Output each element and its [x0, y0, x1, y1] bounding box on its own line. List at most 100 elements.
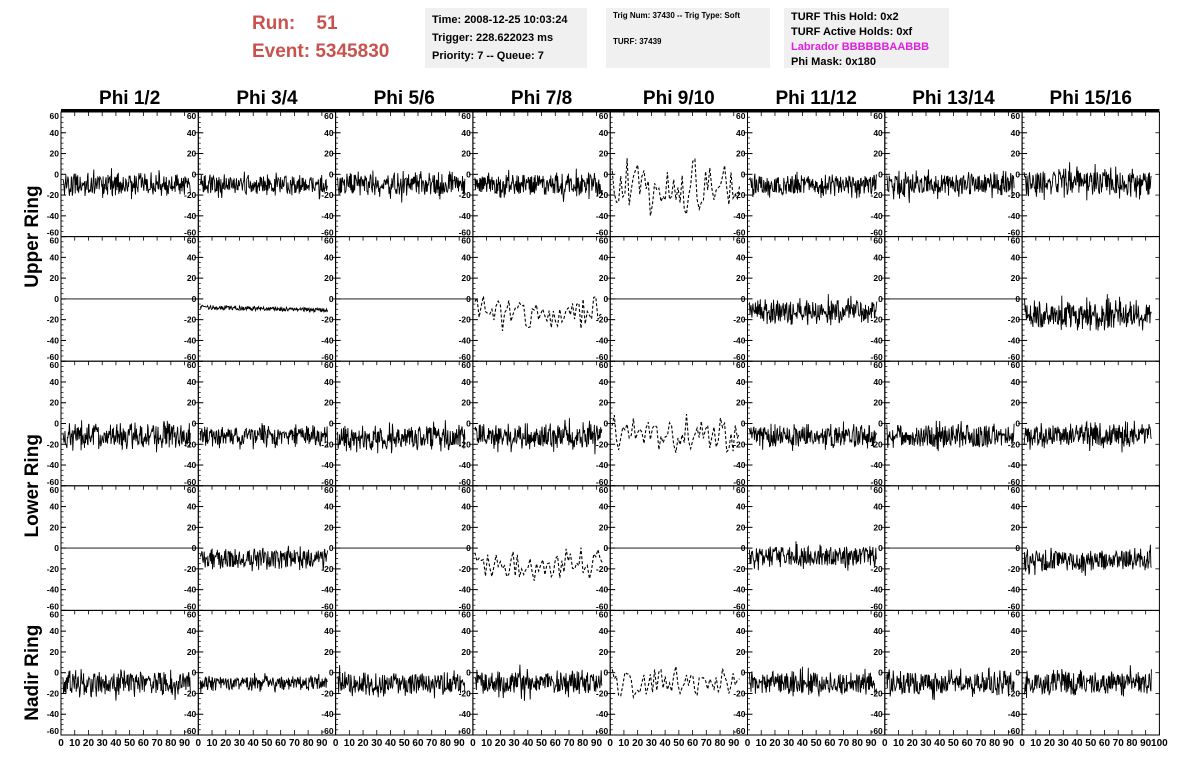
- panel-r3-c4-ylabel: 60: [461, 360, 471, 370]
- panel-r3-c4-trace: [474, 418, 603, 455]
- panel-r2-c7-ylabel: 40: [873, 252, 883, 262]
- x-tick-label-c8: 100: [1151, 738, 1168, 749]
- turf-info-panel: TURF This Hold: 0x2 TURF Active Holds: 0…: [784, 8, 949, 68]
- panel-r2-c7-ylabel: -20: [871, 315, 884, 325]
- panel-r2-c8-ylabel: 60: [1011, 236, 1021, 246]
- panel-r2-c2-ylabel: 60: [187, 236, 197, 246]
- panel-r3-c3-ylabel: 60: [324, 360, 334, 370]
- panel-r4-c6-ylabel: -20: [733, 564, 746, 574]
- panel-r2-c4-ylabel: 40: [461, 252, 471, 262]
- panel-r1-c4-trace: [474, 168, 603, 202]
- panel-r2-c5-ylabel: 0: [603, 294, 608, 304]
- x-tick-label-c5: 0: [607, 738, 613, 749]
- x-tick-label-c8: 80: [1126, 738, 1138, 749]
- panel-r1-c3-ylabel: 60: [324, 111, 334, 121]
- panel-r1-c2-ylabel: -40: [184, 211, 197, 221]
- panel-r3-c7-trace: [886, 420, 1015, 452]
- panel-r2-c6-ylabel: 60: [736, 236, 746, 246]
- panel-r1-c5-ylabel: 0: [603, 169, 608, 179]
- run-row: Run: 51: [252, 10, 389, 38]
- panel-r5-c8-ylabel: -60: [1008, 726, 1021, 736]
- turf-text: TURF: 37439: [613, 37, 662, 46]
- panel-r2-c7-ylabel: 0: [878, 294, 883, 304]
- panel-r4-c4-frame: [472, 485, 611, 611]
- panel-r2-c4-ylabel: -60: [459, 352, 472, 362]
- panel-r4-c7-ylabel: -40: [871, 585, 884, 595]
- panel-r4-c4-ylabel: -40: [459, 585, 472, 595]
- panel-r5-c5-ylabel: 20: [599, 647, 609, 657]
- panel-r1-c8-trace: [1023, 162, 1152, 201]
- x-tick-label-c3: 10: [344, 738, 356, 749]
- panel-r4-c4-trace: [474, 547, 603, 581]
- panel-r1-c3-ylabel: -60: [321, 228, 334, 238]
- panel-r1-c6-ylabel: -60: [733, 228, 746, 238]
- x-tick-label-c7: 70: [975, 738, 987, 749]
- panel-r1-c2-ylabel: -20: [184, 190, 197, 200]
- panel-r2-c1-ylabel: -60: [47, 352, 60, 362]
- panel-r2-c2-trace: [199, 304, 329, 314]
- panel-r1-c2-ylabel: -60: [184, 228, 197, 238]
- panel-r3-c2-ylabel: -40: [184, 460, 197, 470]
- panel-r5-c8-ylabel: 0: [1015, 668, 1020, 678]
- x-tick-label-c4: 80: [577, 738, 589, 749]
- panel-r1-c7-ylabel: 60: [873, 111, 883, 121]
- panel-r4-c3-ylabel: -20: [321, 564, 334, 574]
- column-header-7: Phi 13/14: [912, 88, 995, 109]
- panel-r3-c6-ylabel: 40: [736, 377, 746, 387]
- panel-r3-c8-ylabel: 0: [1015, 419, 1020, 429]
- panel-r1-c6-frame: [747, 111, 886, 238]
- panel-r4-c8-trace: [1023, 544, 1152, 576]
- panel-r1-c7-ylabel: -20: [871, 190, 884, 200]
- panel-r2-c5-ylabel: 60: [599, 236, 609, 246]
- priority-text: Priority: 7 -- Queue: 7: [432, 50, 544, 62]
- panel-r4-c8-ylabel: 20: [1011, 522, 1021, 532]
- panel-r5-c5-ylabel: -40: [596, 709, 609, 719]
- panel-r4-c8-ylabel: 40: [1011, 502, 1021, 512]
- panel-r3-c5-ylabel: 20: [599, 398, 609, 408]
- panel-r4-c1-ylabel: 0: [54, 543, 59, 553]
- panel-r4-c2-trace: [199, 545, 329, 572]
- panel-r3-c5-ylabel: 40: [599, 377, 609, 387]
- panel-r4-c6-ylabel: 20: [736, 522, 746, 532]
- x-tick-label-c5: 60: [687, 738, 699, 749]
- run-event-box: Run: 51 Event: 5345830: [252, 10, 389, 66]
- panel-r3-c1-trace: [62, 420, 191, 453]
- panel-r2-c5-ylabel: -40: [596, 335, 609, 345]
- panel-r4-c8-ylabel: -20: [1008, 564, 1021, 574]
- panel-r3-c6-ylabel: -60: [733, 477, 746, 487]
- panel-r2-c8-frame: [1021, 236, 1160, 362]
- x-tick-label-c6: 0: [745, 738, 751, 749]
- panel-r2-c4-frame: [472, 236, 611, 362]
- panel-r2-c1-ylabel: 0: [54, 294, 59, 304]
- x-tick-label-c8: 20: [1044, 738, 1056, 749]
- event-row: Event: 5345830: [252, 38, 389, 66]
- column-header-2: Phi 3/4: [236, 88, 298, 109]
- panel-r4-c6-ylabel: -40: [733, 585, 746, 595]
- panel-r1-c3-ylabel: -40: [321, 211, 334, 221]
- panel-r3-c4-ylabel: -40: [459, 460, 472, 470]
- x-tick-label-c3: 80: [440, 738, 452, 749]
- run-label: Run:: [252, 13, 296, 34]
- x-tick-label-c4: 10: [481, 738, 493, 749]
- panel-r3-c5-ylabel: -40: [596, 460, 609, 470]
- panel-r3-c8-trace: [1023, 420, 1152, 453]
- panel-r5-c1-ylabel: -60: [47, 726, 60, 736]
- x-tick-label-c8: 10: [1030, 738, 1042, 749]
- x-tick-label-c6: 10: [756, 738, 768, 749]
- x-tick-label-c3: 30: [371, 738, 383, 749]
- panel-r3-c3-ylabel: 40: [324, 377, 334, 387]
- x-tick-label-c5: 50: [673, 738, 685, 749]
- panel-r5-c5-ylabel: 0: [603, 668, 608, 678]
- panel-r5-c1-ylabel: -20: [47, 688, 60, 698]
- panel-r5-c2-ylabel: -20: [184, 688, 197, 698]
- panel-r3-c5-ylabel: -60: [596, 477, 609, 487]
- panel-r2-c6-ylabel: -40: [733, 335, 746, 345]
- trigger-text: Trigger: 228.622023 ms: [432, 32, 554, 44]
- panel-r1-c3-ylabel: 20: [324, 149, 334, 159]
- panel-r2-c2-frame: [197, 236, 337, 362]
- panel-r2-c4-ylabel: -40: [459, 335, 472, 345]
- x-tick-label-c1: 50: [124, 738, 136, 749]
- panel-r1-c6-ylabel: -40: [733, 211, 746, 221]
- panel-r2-c3-ylabel: 20: [324, 273, 334, 283]
- panel-r1-c7-ylabel: -60: [871, 228, 884, 238]
